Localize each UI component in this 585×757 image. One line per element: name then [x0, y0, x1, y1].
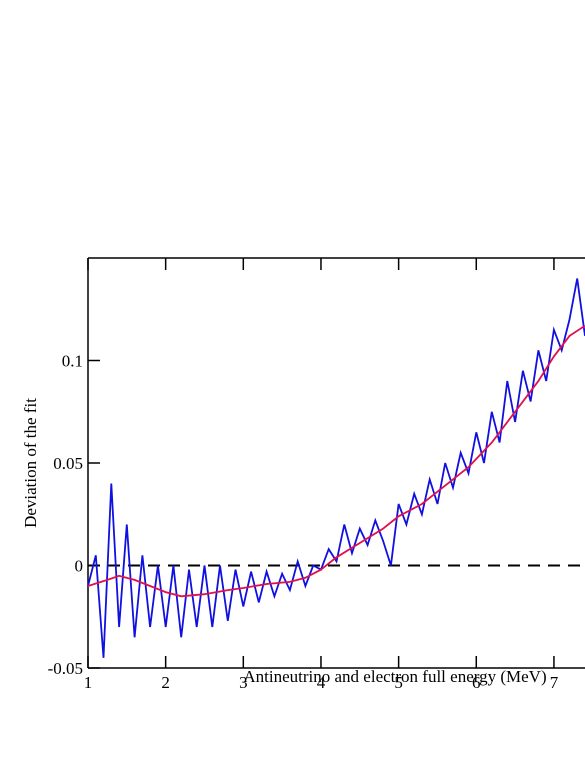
data-line	[87, 324, 585, 598]
x-tick-label: 1	[84, 673, 93, 692]
y-tick-label: 0.05	[53, 454, 83, 473]
data-line	[87, 278, 585, 658]
y-tick-label: 0.1	[62, 352, 83, 371]
x-tick-label: 4	[317, 673, 326, 692]
y-tick-label: -0.05	[48, 659, 83, 678]
x-tick-label: 7	[550, 673, 559, 692]
x-tick-label: 2	[161, 673, 170, 692]
x-tick-label: 6	[472, 673, 481, 692]
x-tick-label: 3	[239, 673, 248, 692]
y-tick-label: 0	[75, 557, 84, 576]
x-tick-label: 5	[394, 673, 403, 692]
y-axis-label: Deviation of the fit	[21, 398, 40, 528]
x-axis-label: Antineutrino and electron full energy (M…	[243, 667, 546, 686]
